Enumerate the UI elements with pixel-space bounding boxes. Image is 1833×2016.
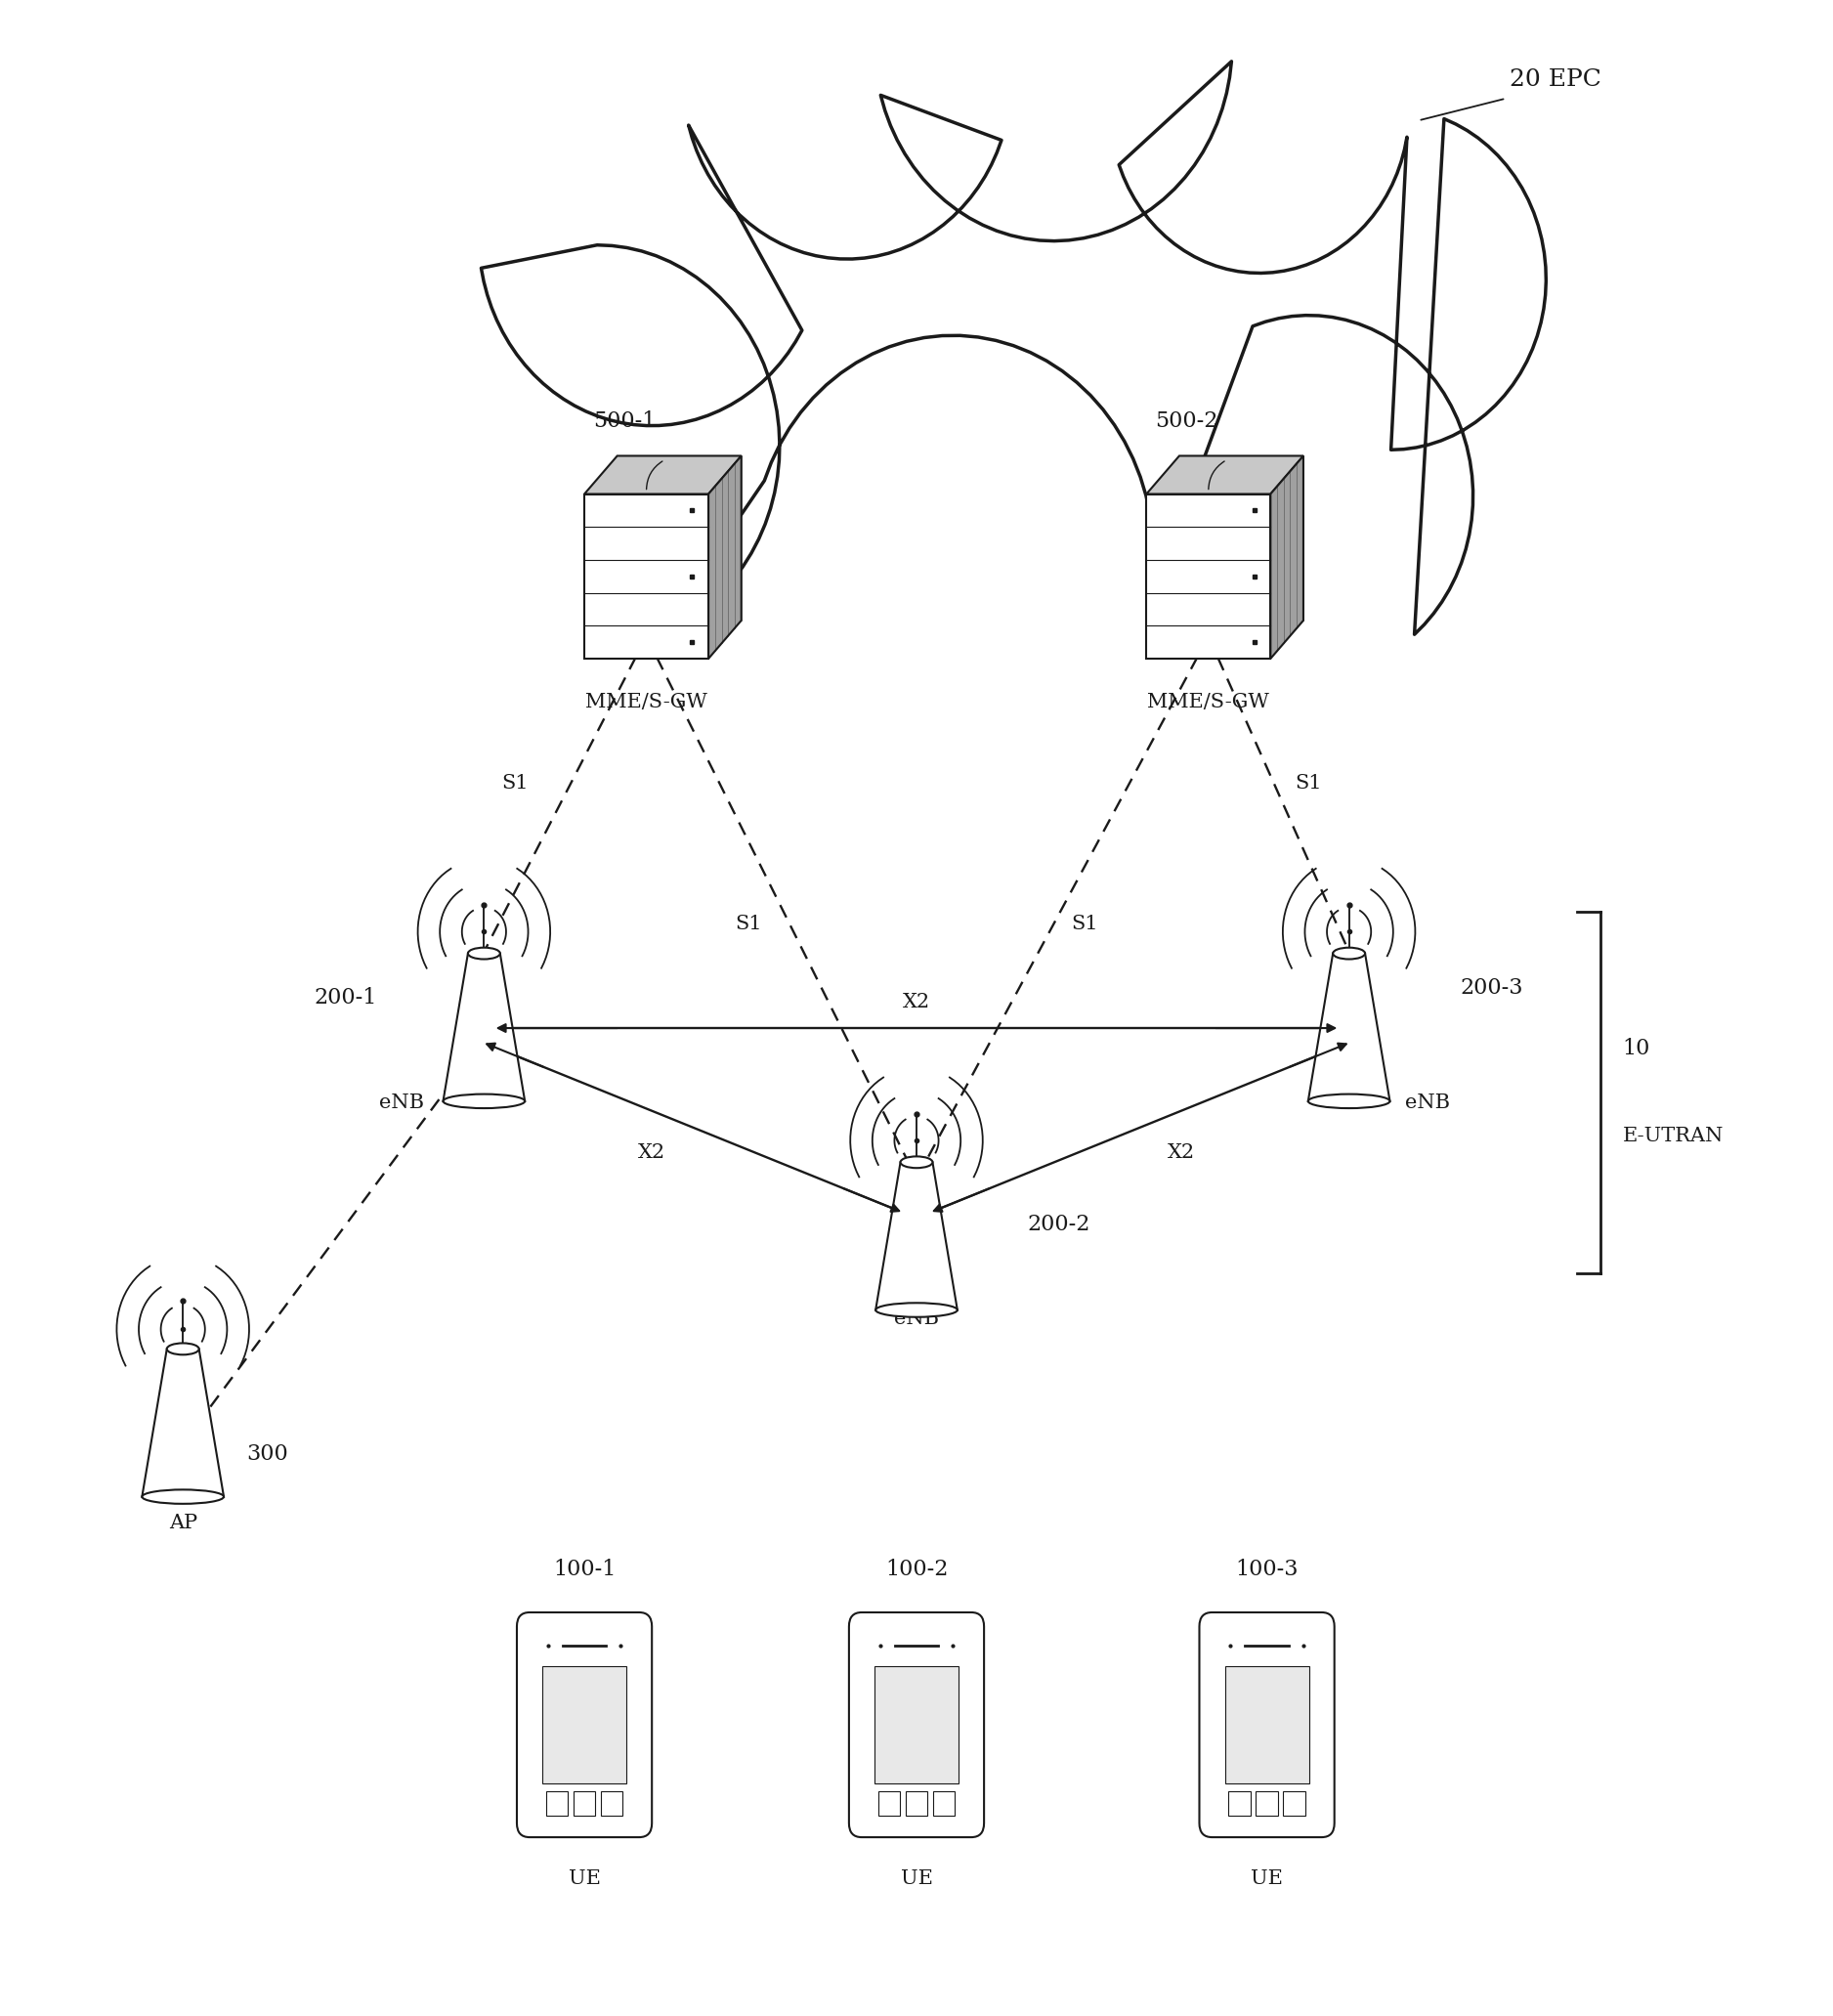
FancyBboxPatch shape: [906, 1792, 927, 1816]
FancyBboxPatch shape: [1199, 1613, 1334, 1837]
Ellipse shape: [1333, 948, 1366, 960]
Text: 500-2: 500-2: [1155, 409, 1219, 431]
Polygon shape: [1270, 456, 1303, 659]
Ellipse shape: [167, 1343, 200, 1355]
FancyBboxPatch shape: [933, 1792, 955, 1816]
Ellipse shape: [1309, 1095, 1389, 1109]
Text: UE: UE: [1250, 1869, 1283, 1887]
Text: 100-2: 100-2: [885, 1558, 948, 1581]
Text: X2: X2: [1168, 1143, 1195, 1161]
Text: 200-2: 200-2: [1026, 1214, 1091, 1236]
FancyBboxPatch shape: [849, 1613, 984, 1837]
Text: UE: UE: [568, 1869, 601, 1887]
FancyBboxPatch shape: [1146, 494, 1270, 659]
Text: eNB: eNB: [895, 1310, 938, 1329]
Text: 200-1: 200-1: [313, 988, 378, 1008]
FancyBboxPatch shape: [874, 1665, 959, 1784]
Text: eNB: eNB: [1404, 1093, 1450, 1111]
Text: 100-1: 100-1: [554, 1558, 616, 1581]
Text: X2: X2: [904, 992, 929, 1012]
Text: MME/S-GW: MME/S-GW: [1147, 694, 1270, 712]
Text: 100-3: 100-3: [1235, 1558, 1298, 1581]
FancyBboxPatch shape: [543, 1665, 627, 1784]
Polygon shape: [876, 1161, 957, 1310]
FancyBboxPatch shape: [546, 1792, 568, 1816]
Text: X2: X2: [638, 1143, 665, 1161]
Text: AP: AP: [169, 1514, 198, 1532]
Text: S1: S1: [1296, 774, 1322, 792]
Text: UE: UE: [900, 1869, 933, 1887]
Ellipse shape: [900, 1157, 933, 1167]
Polygon shape: [585, 456, 741, 494]
Polygon shape: [141, 1349, 224, 1496]
FancyBboxPatch shape: [1228, 1792, 1250, 1816]
Text: E-UTRAN: E-UTRAN: [1622, 1127, 1723, 1145]
Polygon shape: [1309, 954, 1389, 1101]
Polygon shape: [444, 954, 524, 1101]
Text: 200-3: 200-3: [1459, 978, 1523, 998]
Text: 500-1: 500-1: [594, 409, 656, 431]
Ellipse shape: [444, 1095, 524, 1109]
FancyBboxPatch shape: [878, 1792, 900, 1816]
FancyBboxPatch shape: [1224, 1665, 1309, 1784]
Polygon shape: [709, 456, 741, 659]
Text: S1: S1: [735, 915, 763, 933]
Text: 300: 300: [247, 1443, 288, 1464]
Ellipse shape: [467, 948, 500, 960]
FancyBboxPatch shape: [585, 494, 709, 659]
Ellipse shape: [141, 1490, 224, 1504]
Text: 20 EPC: 20 EPC: [1510, 69, 1602, 91]
Ellipse shape: [876, 1302, 957, 1316]
Text: S1: S1: [502, 774, 528, 792]
Text: MME/S-GW: MME/S-GW: [585, 694, 708, 712]
FancyBboxPatch shape: [517, 1613, 653, 1837]
Polygon shape: [1146, 456, 1303, 494]
Text: S1: S1: [1070, 915, 1098, 933]
FancyBboxPatch shape: [1256, 1792, 1278, 1816]
Text: 10: 10: [1622, 1038, 1650, 1058]
FancyBboxPatch shape: [1283, 1792, 1305, 1816]
Text: eNB: eNB: [379, 1093, 425, 1111]
FancyBboxPatch shape: [574, 1792, 596, 1816]
FancyBboxPatch shape: [601, 1792, 623, 1816]
